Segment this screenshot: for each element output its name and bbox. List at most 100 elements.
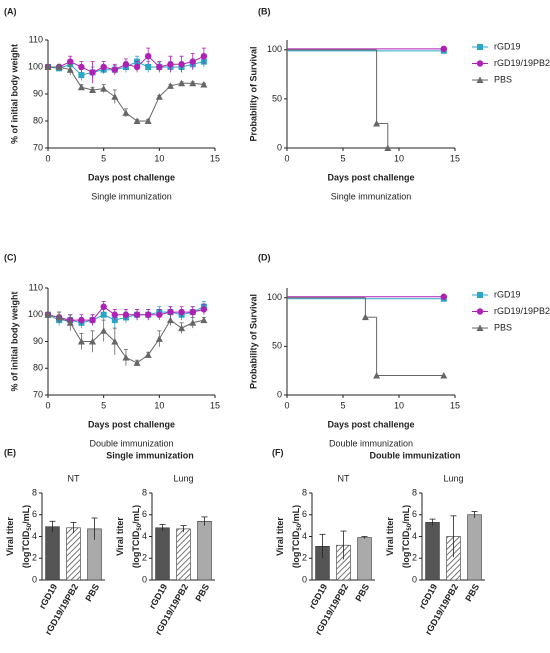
y-tick-label: 2 bbox=[142, 553, 147, 563]
y-axis-title-text: Viral titer bbox=[275, 517, 285, 556]
y-axis-title: Viral titer bbox=[115, 517, 125, 556]
marker bbox=[440, 372, 448, 379]
x-tick-label: rGD19 bbox=[147, 582, 169, 610]
y-tick-label: 110 bbox=[29, 34, 43, 44]
marker bbox=[44, 63, 52, 70]
y-tick-label: 0 bbox=[412, 574, 417, 584]
marker bbox=[89, 69, 96, 76]
y-axis-title: Viral titer bbox=[385, 517, 395, 556]
marker bbox=[122, 109, 130, 116]
y-tick-label: 110 bbox=[29, 282, 43, 292]
x-tick-label: 0 bbox=[284, 400, 289, 410]
y-tick-label: 50 bbox=[272, 341, 282, 351]
marker bbox=[166, 316, 174, 324]
legend-label: rGD19 bbox=[494, 289, 521, 299]
marker bbox=[100, 303, 107, 310]
x-tick-label: PBS bbox=[83, 582, 101, 603]
y-tick-label: 0 bbox=[277, 389, 282, 399]
y-tick-label: 90 bbox=[33, 336, 43, 346]
marker bbox=[78, 72, 85, 79]
y-tick-label: 8 bbox=[412, 487, 417, 497]
marker bbox=[89, 316, 96, 324]
unit-part: (logTCID bbox=[21, 530, 31, 568]
x-axis-title: Days post challenge bbox=[88, 172, 175, 182]
y-tick-label: 100 bbox=[28, 309, 43, 319]
panel-label: (D) bbox=[258, 252, 271, 262]
bar bbox=[155, 527, 170, 581]
x-tick-label: 15 bbox=[450, 153, 460, 163]
y-tick-label: 80 bbox=[33, 115, 43, 125]
unit-part: (logTCID bbox=[401, 530, 411, 568]
marker bbox=[67, 58, 74, 65]
x-tick-label: PBS bbox=[193, 582, 211, 603]
y-tick-label: 8 bbox=[32, 487, 37, 497]
marker bbox=[77, 83, 85, 91]
x-tick-label: 5 bbox=[340, 153, 345, 163]
y-tick-label: 2 bbox=[412, 553, 417, 563]
marker bbox=[133, 63, 141, 71]
marker bbox=[189, 79, 197, 87]
x-tick-label: 5 bbox=[101, 400, 106, 410]
bar bbox=[66, 527, 81, 581]
y-tick-label: 4 bbox=[412, 531, 417, 541]
y-tick-label: 100 bbox=[267, 44, 282, 54]
marker bbox=[373, 372, 381, 379]
y-axis-title: % of initial body weight bbox=[9, 44, 19, 144]
marker bbox=[477, 44, 483, 50]
x-tick-label: 0 bbox=[284, 153, 289, 163]
marker bbox=[477, 292, 483, 298]
legend-label: rGD19/19PB2 bbox=[494, 306, 550, 316]
panel-label: (C) bbox=[4, 252, 17, 262]
marker bbox=[178, 324, 186, 332]
subtitle: Single immunization bbox=[331, 191, 412, 201]
marker bbox=[55, 63, 63, 70]
marker bbox=[145, 311, 152, 318]
bar bbox=[45, 526, 60, 581]
marker bbox=[167, 61, 174, 68]
y-axis-title: % of initial body weight bbox=[9, 291, 19, 391]
y-tick-label: 4 bbox=[142, 531, 147, 541]
unit-part: /mL) bbox=[21, 505, 31, 524]
x-tick-label: 10 bbox=[154, 153, 164, 163]
unit-part: /mL) bbox=[291, 505, 301, 524]
marker bbox=[100, 85, 108, 92]
y-tick-label: 6 bbox=[412, 509, 417, 519]
x-tick-label: 10 bbox=[394, 153, 404, 163]
marker bbox=[145, 53, 152, 60]
marker bbox=[167, 308, 174, 316]
chart-title: NT bbox=[338, 473, 350, 483]
x-tick-label: 10 bbox=[154, 400, 164, 410]
subtitle: Double immunization bbox=[329, 438, 413, 448]
bar bbox=[425, 522, 440, 581]
marker bbox=[78, 316, 85, 324]
marker bbox=[373, 119, 381, 127]
marker bbox=[111, 338, 119, 345]
y-tick-label: 0 bbox=[277, 142, 282, 152]
y-tick-label: 100 bbox=[28, 61, 43, 71]
chart-title: Lung bbox=[173, 473, 193, 483]
subtitle: Double immunization bbox=[89, 438, 173, 448]
marker bbox=[100, 63, 107, 71]
marker bbox=[155, 335, 163, 342]
panel-label: (B) bbox=[258, 6, 271, 16]
panel-heading: Double immunization bbox=[370, 450, 461, 460]
marker bbox=[122, 311, 130, 318]
marker bbox=[178, 61, 185, 68]
y-tick-label: 4 bbox=[32, 531, 37, 541]
x-tick-label: rGD19 bbox=[37, 582, 59, 610]
y-axis-unit: (logTCID50/mL) bbox=[21, 505, 32, 568]
y-tick-label: 70 bbox=[33, 142, 43, 152]
marker bbox=[476, 76, 484, 83]
legend-label: PBS bbox=[494, 74, 512, 84]
x-tick-label: 0 bbox=[45, 153, 50, 163]
y-tick-label: 8 bbox=[142, 487, 147, 497]
marker bbox=[144, 351, 152, 358]
chart-title: Lung bbox=[443, 473, 463, 483]
marker bbox=[145, 64, 152, 70]
x-axis-title: Days post challenge bbox=[327, 419, 414, 429]
marker bbox=[156, 63, 163, 71]
unit-subscript: 50 bbox=[27, 523, 33, 530]
marker bbox=[476, 308, 484, 315]
y-axis-unit: (logTCID50/mL) bbox=[131, 505, 142, 568]
